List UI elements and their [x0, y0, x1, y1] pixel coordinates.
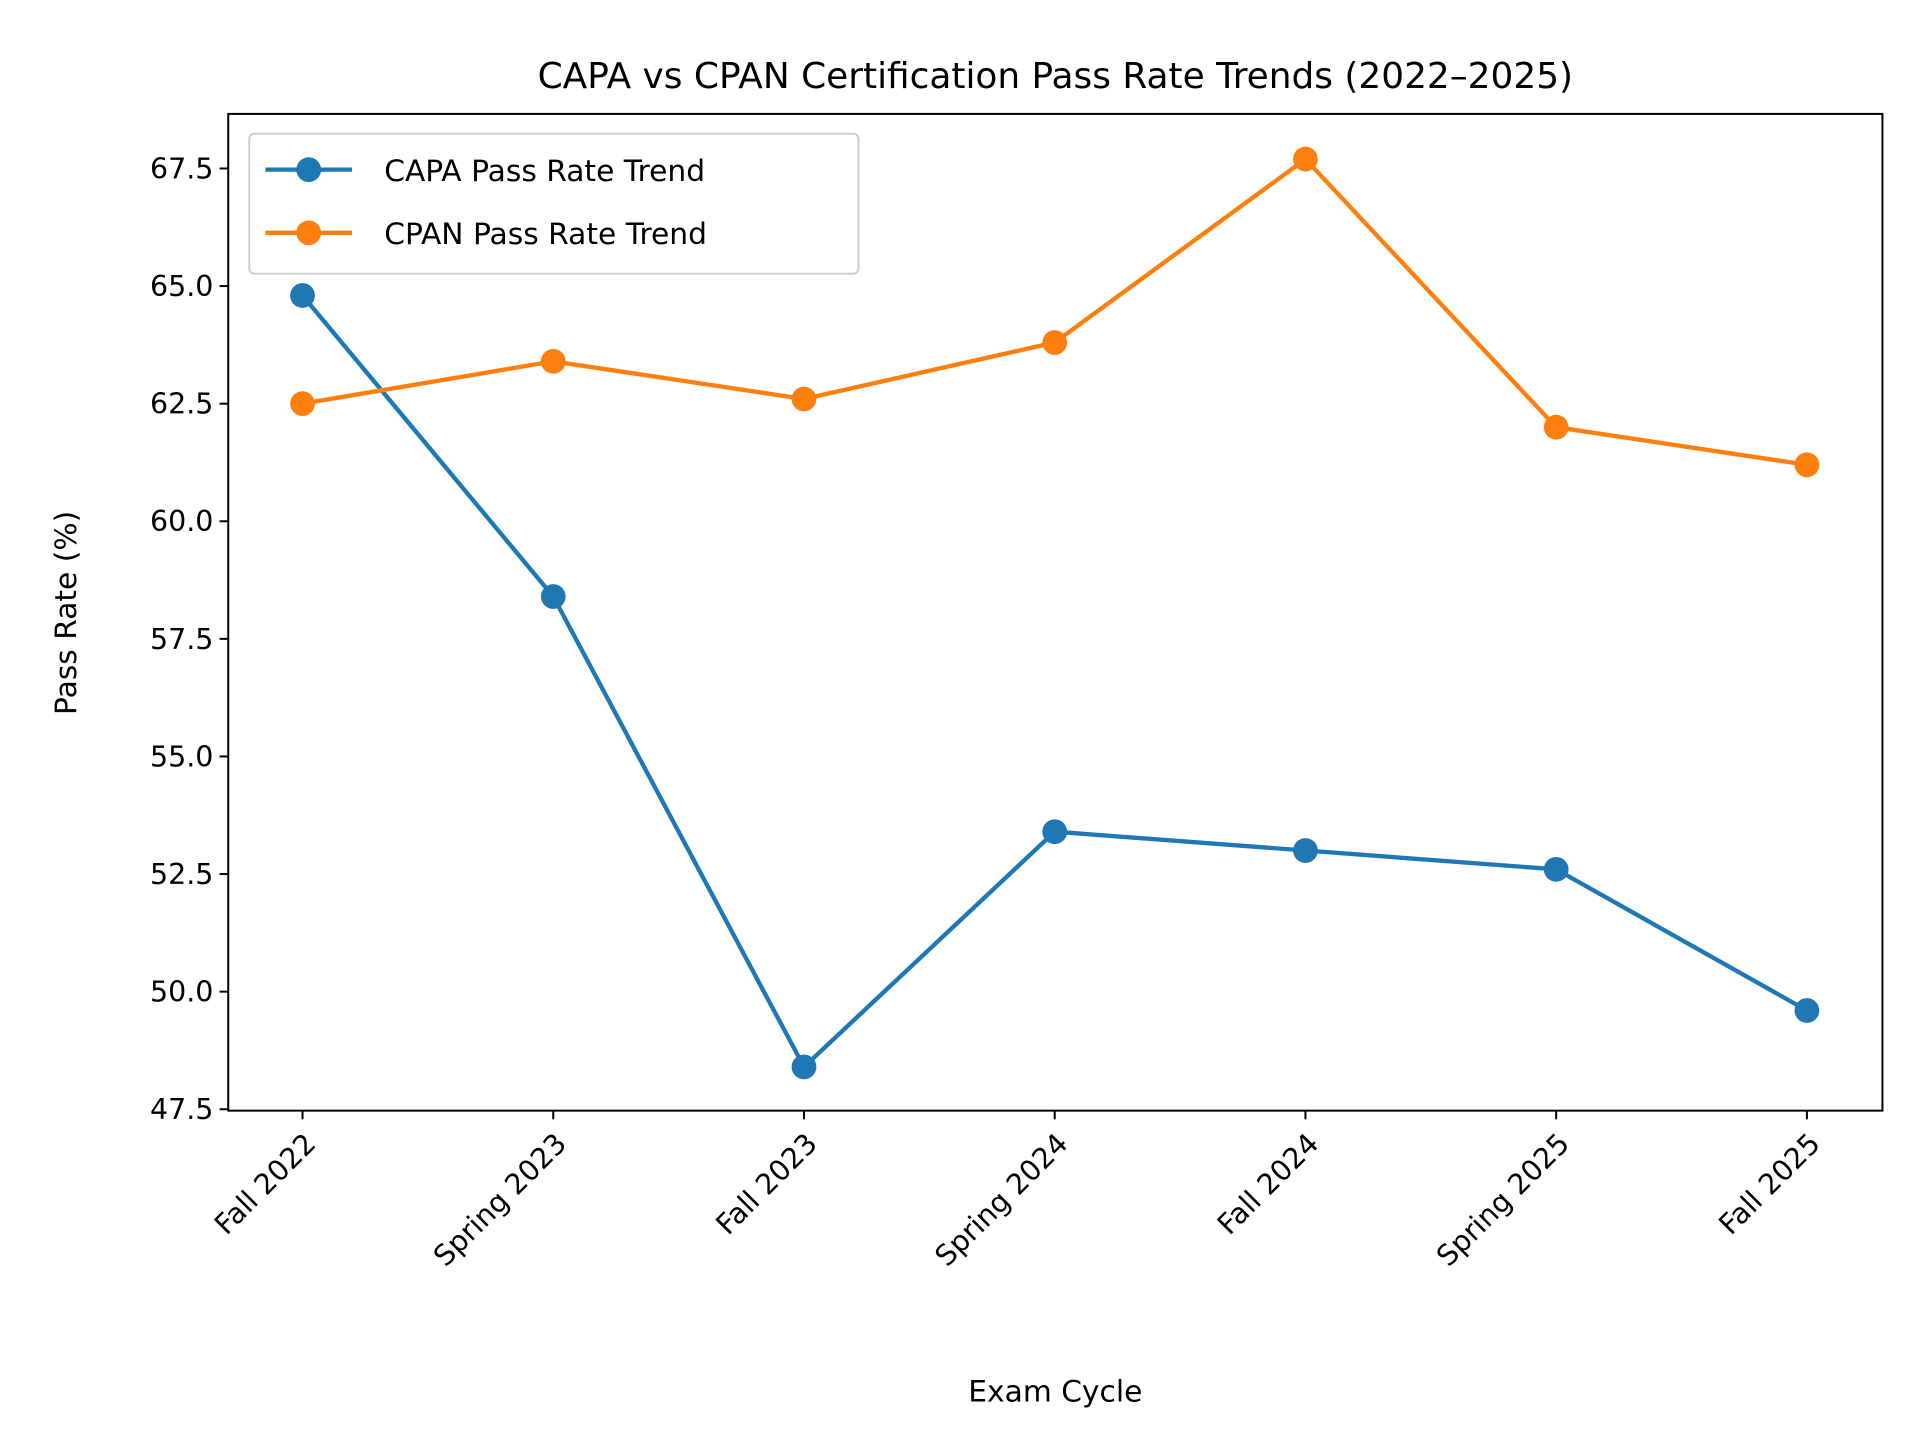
- data-point: [1042, 330, 1068, 355]
- data-point: [290, 391, 315, 417]
- y-tick-label: 47.5: [150, 1093, 213, 1126]
- legend-box: [248, 132, 860, 275]
- y-tick-label: 50.0: [150, 976, 213, 1009]
- x-tick-label: Fall 2023: [710, 1127, 824, 1241]
- data-point: [540, 348, 566, 374]
- legend-marker: [296, 220, 322, 246]
- data-point: [1543, 414, 1569, 440]
- y-tick-label: 65.0: [150, 270, 213, 303]
- data-point: [1794, 998, 1820, 1023]
- x-tick-label: Spring 2025: [1430, 1127, 1576, 1273]
- plot-area: 47.5 50.0 52.5 55.0 57.5 60.0 62.5 65.0 67.5 Fall…: [150, 146, 1827, 1273]
- data-point: [1293, 838, 1318, 863]
- legend-label: CAPA Pass Rate Trend: [384, 154, 705, 189]
- x-tick-label: Fall 2022: [208, 1127, 322, 1241]
- data-point: [1293, 146, 1318, 172]
- x-tick-label: Fall 2024: [1211, 1127, 1325, 1241]
- data-point: [1543, 856, 1569, 882]
- data-point: [1042, 819, 1068, 845]
- data-point: [791, 1054, 817, 1080]
- x-tick-label: Fall 2025: [1713, 1127, 1827, 1241]
- x-axis-label: Exam Cycle: [968, 1375, 1142, 1410]
- legend-label: CPAN Pass Rate Trend: [384, 217, 707, 252]
- y-tick-label: 62.5: [150, 388, 213, 421]
- chart-title: CAPA vs CPAN Certification Pass Rate Tre…: [538, 56, 1573, 97]
- series-line-capa: [300, 294, 1808, 1070]
- data-point: [1794, 452, 1820, 478]
- y-tick-label: 67.5: [150, 152, 213, 185]
- legend: CAPA Pass Rate Trend CPAN Pass Rate Trend: [248, 132, 860, 275]
- data-point: [540, 584, 566, 609]
- x-tick-label: Spring 2023: [427, 1127, 573, 1273]
- y-tick-label: 60.0: [150, 505, 213, 538]
- axes-frame: [227, 112, 1884, 1112]
- data-point: [290, 283, 315, 308]
- data-point: [791, 386, 817, 412]
- legend-marker: [296, 157, 322, 183]
- y-tick-label: 52.5: [150, 858, 213, 891]
- x-tick-label: Spring 2024: [929, 1127, 1075, 1273]
- y-tick-label: 57.5: [150, 623, 213, 656]
- y-tick-label: 55.0: [150, 740, 213, 773]
- y-axis-label: Pass Rate (%): [49, 511, 84, 715]
